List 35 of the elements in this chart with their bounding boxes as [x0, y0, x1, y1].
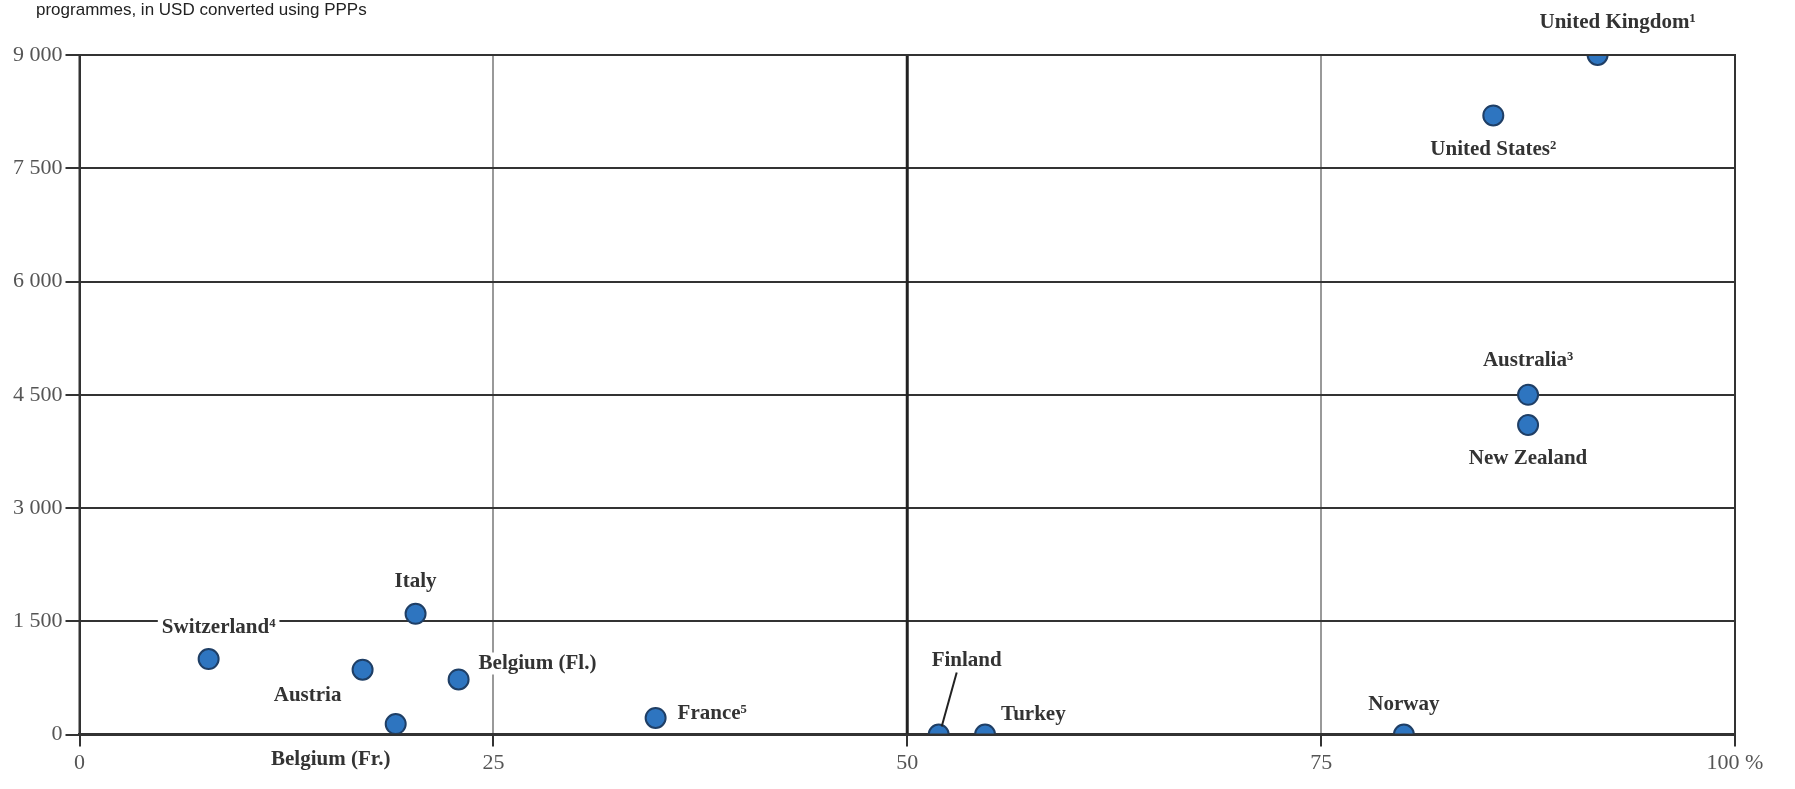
annotation: Austria	[273, 682, 342, 707]
y-tick-label: 4 500	[13, 380, 63, 406]
y-tick-label: 0	[51, 720, 63, 746]
y-tick-label: 7 500	[13, 154, 63, 180]
y-tick-label: 6 000	[13, 267, 63, 293]
annotation: Turkey	[1001, 701, 1067, 726]
annotation: New Zealand	[1468, 445, 1588, 470]
y-tick-label: 9 000	[13, 40, 63, 66]
point	[1482, 104, 1505, 127]
annotation: Australia³	[1482, 347, 1574, 372]
x-tick-label: 100 %	[1706, 748, 1764, 774]
y-tick-label: 1 500	[13, 607, 63, 633]
point	[351, 658, 374, 681]
point	[644, 706, 667, 729]
point	[1517, 414, 1540, 436]
annotation: Belgium (Fl.)	[478, 649, 597, 674]
x-tick-label: 75	[1310, 748, 1333, 774]
point	[197, 648, 220, 671]
x-tick-label: 0	[74, 748, 85, 774]
annotation: Finland	[931, 647, 1003, 672]
annotation: Switzerland⁴	[161, 613, 277, 638]
point	[1517, 383, 1540, 406]
annotation: United States²	[1430, 135, 1557, 160]
annotation: France⁵	[677, 700, 747, 725]
x-tick-label: 25	[482, 748, 505, 774]
annotation: United Kingdom¹	[1539, 9, 1696, 34]
y-tick-label: 3 000	[13, 493, 63, 519]
point	[404, 602, 427, 625]
point	[384, 713, 407, 735]
x-tick-label: 50	[896, 748, 919, 774]
annotation: Belgium (Fr.)	[271, 746, 391, 771]
annotation: Norway	[1368, 691, 1440, 716]
annotation: Italy	[394, 568, 438, 593]
chart-title: programmes, in USD converted using PPPs	[36, 0, 367, 20]
point	[447, 668, 470, 691]
